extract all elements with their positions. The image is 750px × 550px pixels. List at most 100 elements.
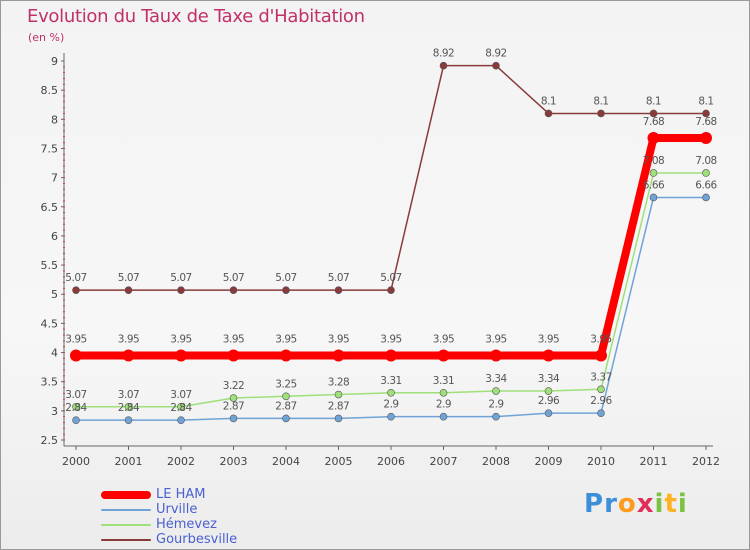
series-point-1 [492, 412, 500, 421]
legend: LE HAM Urville Hémevez Gourbesville [101, 487, 237, 547]
data-label-0: 3.95 [538, 333, 559, 345]
data-label-1: 2.9 [436, 399, 451, 411]
series-point-0 [490, 349, 502, 362]
data-label-0: 3.95 [485, 333, 506, 345]
series-point-2 [439, 388, 448, 397]
series-point-2 [544, 387, 553, 395]
y-tick-label: 3 [51, 405, 58, 418]
y-tick-label: 5 [51, 288, 58, 301]
series-point-2 [492, 387, 500, 395]
series-point-1 [544, 409, 553, 417]
y-tick-label: 7 [51, 172, 58, 185]
x-tick-label: 2009 [535, 455, 563, 468]
data-label-3: 5.07 [118, 272, 139, 284]
series-line-0 [72, 133, 710, 360]
series-point-0 [332, 349, 345, 362]
logo-letter: i [654, 489, 665, 519]
series-point-3 [702, 109, 710, 118]
series-point-2 [702, 169, 710, 177]
data-label-3: 8.92 [485, 48, 506, 60]
series-point-2 [649, 169, 658, 177]
series-point-3 [439, 61, 448, 70]
data-label-1: 2.9 [383, 399, 398, 411]
legend-label-hemevez: Hémevez [156, 517, 217, 532]
data-label-0: 3.95 [380, 333, 401, 345]
data-label-3: 5.07 [170, 272, 191, 284]
x-tick-label: 2010 [587, 455, 615, 468]
data-label-3: 8.1 [698, 95, 713, 107]
data-label-0: 3.95 [223, 333, 244, 345]
data-label-2: 3.07 [118, 389, 139, 401]
series-point-0 [700, 131, 712, 144]
series-point-3 [597, 109, 605, 118]
data-label-0: 3.95 [328, 333, 349, 345]
data-label-2: 3.31 [380, 375, 401, 387]
data-label-0: 3.95 [118, 333, 139, 345]
series-point-1 [702, 193, 710, 202]
logo-letter: r [604, 489, 618, 519]
series-point-1 [177, 416, 185, 424]
legend-item-urville[interactable]: Urville [101, 502, 237, 517]
y-tick-label: 2.5 [41, 434, 59, 447]
legend-swatch-urville [101, 508, 151, 511]
data-label-1: 2.87 [275, 400, 296, 412]
data-label-3: 5.07 [328, 272, 349, 284]
series-point-1 [72, 416, 80, 424]
series-point-2 [282, 392, 290, 401]
series-point-0 [595, 349, 607, 362]
y-tick-label: 7.5 [41, 142, 59, 155]
data-label-1: 2.84 [170, 402, 192, 414]
series-point-3 [282, 286, 290, 294]
series-point-2 [124, 402, 133, 411]
data-label-1: 2.96 [538, 395, 560, 407]
x-tick-label: 2004 [272, 455, 300, 468]
data-label-3: 5.07 [380, 272, 401, 284]
series-point-0 [280, 349, 292, 362]
x-tick-label: 2008 [482, 455, 510, 468]
data-label-2: 3.07 [170, 389, 191, 401]
logo-letter: o [617, 489, 637, 519]
data-label-2: 3.28 [328, 377, 349, 389]
series-point-1 [387, 412, 395, 421]
y-tick-label: 4.5 [41, 317, 59, 330]
series-point-3 [649, 109, 658, 118]
y-tick-label: 6.5 [41, 201, 59, 214]
x-tick-label: 2000 [62, 455, 90, 468]
data-label-1: 2.84 [118, 402, 140, 414]
series-line-3 [75, 64, 707, 291]
legend-label-urville: Urville [156, 502, 198, 517]
series-point-0 [122, 349, 135, 362]
data-label-1: 2.96 [590, 395, 612, 407]
data-label-2: 7.08 [643, 155, 664, 167]
legend-item-gourbesville[interactable]: Gourbesville [101, 532, 237, 547]
data-label-0: 3.95 [170, 333, 191, 345]
series-point-3 [334, 286, 343, 294]
data-label-3: 5.07 [275, 272, 296, 284]
legend-item-hemevez[interactable]: Hémevez [101, 517, 237, 532]
data-label-2: 3.34 [485, 373, 507, 385]
series-point-1 [649, 193, 658, 202]
logo-letter: t [664, 489, 678, 519]
series-point-0 [227, 349, 240, 362]
proxiti-logo: Proxiti [584, 489, 688, 519]
series-point-2 [334, 390, 343, 399]
series-point-2 [387, 388, 395, 397]
data-label-0: 3.95 [65, 333, 86, 345]
series-point-3 [229, 286, 238, 294]
data-label-2: 3.34 [538, 373, 560, 385]
series-point-3 [387, 286, 395, 294]
x-tick-label: 2011 [640, 455, 668, 468]
x-tick-label: 2002 [167, 455, 195, 468]
legend-item-le-ham[interactable]: LE HAM [101, 487, 237, 502]
logo-letter: x [636, 489, 655, 519]
series-point-0 [542, 349, 555, 362]
chart-subtitle: (en %) [28, 31, 65, 44]
series-point-1 [282, 414, 290, 423]
series-point-2 [177, 402, 185, 411]
data-label-3: 5.07 [223, 272, 244, 284]
series-point-1 [597, 409, 605, 417]
x-tick-label: 2007 [430, 455, 458, 468]
x-tick-label: 2001 [115, 455, 143, 468]
series-point-0 [175, 349, 187, 362]
legend-swatch-hemevez [101, 523, 151, 526]
